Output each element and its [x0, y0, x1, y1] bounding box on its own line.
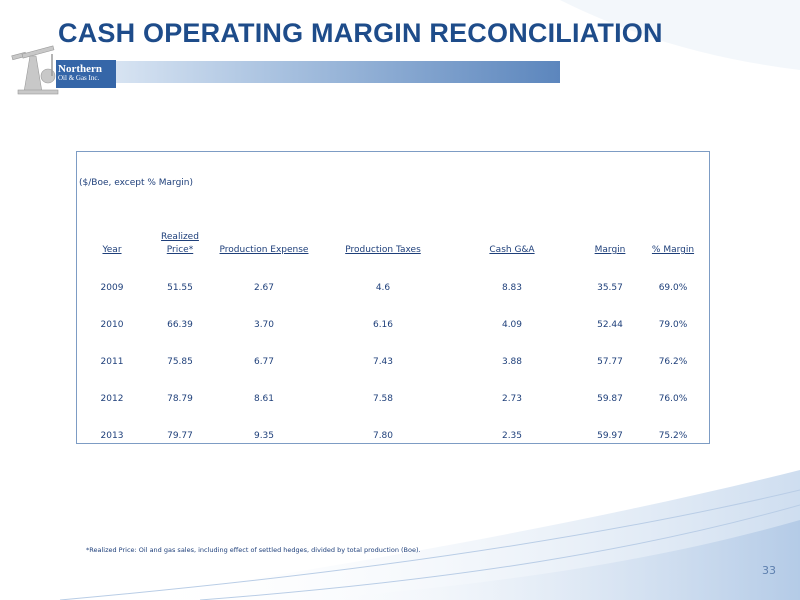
cell-pct-margin: 76.0%: [658, 394, 688, 404]
cell-realized-price: 78.79: [167, 394, 193, 404]
cell-production-taxes: 7.58: [372, 394, 394, 404]
cell-realized-price: 51.55: [167, 283, 193, 293]
header-realized-price: Realized Price*: [150, 231, 210, 257]
cell-cash-ga: 2.73: [501, 394, 523, 404]
cell-realized-price: 79.77: [167, 431, 193, 441]
units-label: ($/Boe, except % Margin): [79, 178, 194, 188]
header-year-label: Year: [102, 245, 122, 255]
cell-cash-ga: 4.09: [501, 320, 523, 330]
cell-cash-ga: 2.35: [501, 431, 523, 441]
header-pct-margin: % Margin: [640, 244, 706, 257]
cell-cash-ga: 8.83: [501, 283, 523, 293]
header-year: Year: [92, 244, 132, 257]
header-margin-label: Margin: [594, 245, 626, 255]
header-bar: [88, 61, 560, 83]
cell-production-expense: 6.77: [253, 357, 275, 367]
header-cash-ga: Cash G&A: [476, 244, 548, 257]
cell-production-expense: 9.35: [253, 431, 275, 441]
logo-name-line1: Northern: [58, 63, 102, 75]
page-number: 33: [762, 564, 776, 577]
header-production-taxes: Production Taxes: [330, 244, 436, 257]
header-production-expense-label: Production Expense: [219, 245, 309, 255]
cell-pct-margin: 76.2%: [658, 357, 688, 367]
cell-production-taxes: 4.6: [375, 283, 391, 293]
cell-pct-margin: 69.0%: [658, 283, 688, 293]
company-logo: [11, 45, 116, 95]
cell-year: 2012: [100, 394, 124, 404]
reconciliation-table: [76, 151, 710, 444]
header-production-expense: Production Expense: [208, 244, 320, 257]
cell-margin: 57.77: [597, 357, 623, 367]
cell-margin: 52.44: [597, 320, 623, 330]
header-pct-margin-label: % Margin: [651, 245, 695, 255]
header-price-line1: Realized: [161, 232, 199, 242]
footnote: *Realized Price: Oil and gas sales, incl…: [86, 546, 421, 554]
cell-cash-ga: 3.88: [501, 357, 523, 367]
header-cash-ga-label: Cash G&A: [489, 245, 535, 255]
cell-margin: 35.57: [597, 283, 623, 293]
logo-name-line2: Oil & Gas Inc.: [58, 74, 100, 82]
cell-production-expense: 2.67: [253, 283, 275, 293]
cell-realized-price: 75.85: [167, 357, 193, 367]
cell-production-taxes: 7.80: [372, 431, 394, 441]
slide-title: CASH OPERATING MARGIN RECONCILIATION: [58, 18, 663, 48]
cell-year: 2010: [100, 320, 124, 330]
cell-margin: 59.87: [597, 394, 623, 404]
cell-production-expense: 3.70: [253, 320, 275, 330]
oil-pumpjack-icon: [11, 45, 59, 95]
cell-pct-margin: 75.2%: [658, 431, 688, 441]
cell-realized-price: 66.39: [167, 320, 193, 330]
cell-production-taxes: 7.43: [372, 357, 394, 367]
cell-year: 2013: [100, 431, 124, 441]
cell-year: 2009: [100, 283, 124, 293]
header-production-taxes-label: Production Taxes: [345, 245, 421, 255]
cell-pct-margin: 79.0%: [658, 320, 688, 330]
header-price-line2: Price*: [166, 245, 194, 255]
cell-production-taxes: 6.16: [372, 320, 394, 330]
cell-production-expense: 8.61: [253, 394, 275, 404]
header-margin: Margin: [582, 244, 638, 257]
logo-text: Northern Oil & Gas Inc.: [58, 64, 102, 82]
cell-year: 2011: [100, 357, 124, 367]
cell-margin: 59.97: [597, 431, 623, 441]
